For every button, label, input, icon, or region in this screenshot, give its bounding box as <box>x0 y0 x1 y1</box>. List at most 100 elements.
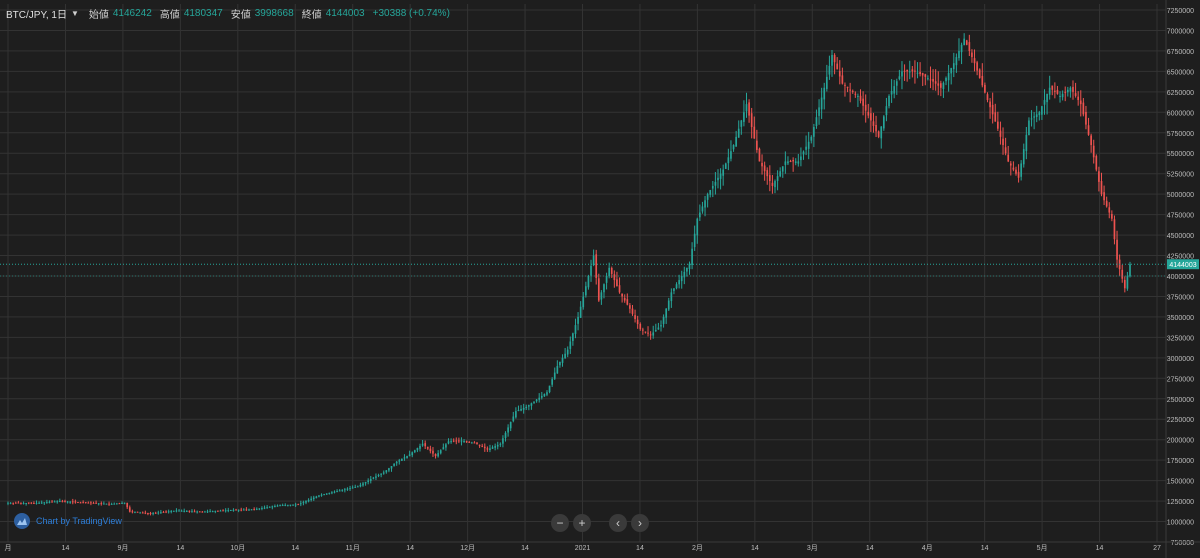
candle <box>994 103 997 122</box>
candle <box>232 508 235 512</box>
candle <box>929 66 932 89</box>
candle <box>1015 166 1017 176</box>
candle <box>240 507 243 512</box>
candle <box>846 86 849 93</box>
candle <box>144 510 147 515</box>
candle <box>375 473 377 480</box>
candle <box>722 164 725 186</box>
candle <box>97 502 100 506</box>
candle <box>515 407 517 419</box>
candle <box>123 502 126 505</box>
y-tick-label: 6250000 <box>1167 90 1194 97</box>
x-tick-label: 14 <box>176 545 184 552</box>
candle <box>287 504 289 507</box>
candle <box>328 492 331 495</box>
candle <box>217 510 219 512</box>
candle <box>398 458 401 465</box>
candle <box>419 443 421 452</box>
y-tick-label: 750000 <box>1171 540 1194 547</box>
candle <box>965 39 968 46</box>
candle <box>211 510 214 513</box>
candle <box>307 498 310 503</box>
scroll-right-button[interactable]: › <box>631 514 649 532</box>
candle <box>787 156 789 166</box>
branding-text[interactable]: Chart by TradingView <box>36 516 122 526</box>
candle <box>235 508 237 511</box>
candle <box>170 510 173 514</box>
candle <box>1121 264 1124 283</box>
candle <box>683 266 686 285</box>
candle <box>820 87 823 119</box>
candle <box>320 493 323 497</box>
candle <box>237 509 240 513</box>
candle <box>227 507 230 513</box>
candle <box>20 502 22 505</box>
y-tick-label: 1000000 <box>1167 520 1194 527</box>
zoom-in-button[interactable]: + <box>573 514 591 532</box>
y-tick-label: 4750000 <box>1167 213 1194 220</box>
candle <box>79 501 82 504</box>
candle <box>952 52 955 78</box>
candle <box>429 445 432 454</box>
candle <box>616 271 618 287</box>
y-tick-label: 3250000 <box>1167 335 1194 342</box>
candle <box>92 501 95 504</box>
y-tick-label: 1500000 <box>1167 479 1194 486</box>
candle <box>333 490 336 494</box>
zoom-out-button[interactable]: − <box>551 514 569 532</box>
tradingview-branding[interactable]: Chart by TradingView <box>14 513 122 529</box>
candle <box>442 443 445 450</box>
candle <box>963 33 966 46</box>
candle <box>509 421 512 432</box>
candle <box>284 503 287 507</box>
candle <box>447 438 450 445</box>
open-value: 4146242 <box>112 7 152 19</box>
candle <box>825 64 828 92</box>
candle <box>331 491 333 495</box>
candle <box>699 204 701 221</box>
candle <box>408 450 411 457</box>
chevron-down-icon[interactable]: ▼ <box>70 8 79 18</box>
candle <box>978 68 981 79</box>
candle <box>245 507 248 511</box>
candle <box>470 441 473 444</box>
x-tick-label: 11月 <box>346 544 360 552</box>
candle <box>131 509 134 514</box>
candle <box>605 272 608 290</box>
candle <box>499 442 502 447</box>
candle <box>426 446 429 450</box>
candle <box>12 502 15 506</box>
candle <box>1113 215 1116 245</box>
candle <box>724 162 727 169</box>
candle <box>535 398 538 403</box>
scroll-left-button[interactable]: ‹ <box>609 514 627 532</box>
candle <box>797 153 800 167</box>
candle <box>732 144 735 152</box>
candle <box>673 288 675 295</box>
candle <box>1038 110 1041 121</box>
candle <box>520 405 522 412</box>
y-tick-label: 2000000 <box>1167 438 1194 445</box>
candle <box>631 305 634 316</box>
candle <box>774 179 776 194</box>
candle <box>743 100 745 127</box>
candle <box>675 282 678 290</box>
candle <box>932 69 934 91</box>
x-tick-label: 4月 <box>922 544 933 552</box>
candle <box>502 435 504 448</box>
candle <box>748 99 750 123</box>
candle <box>297 503 300 506</box>
candle <box>289 504 292 507</box>
candle <box>934 69 937 91</box>
symbol-label[interactable]: BTC/JPY, 1日 <box>6 9 67 21</box>
candle <box>351 485 354 489</box>
candle <box>810 135 813 144</box>
close-label: 終値 <box>301 9 322 21</box>
candle <box>634 309 636 323</box>
x-tick-label: 月 <box>5 544 12 552</box>
candle <box>1077 91 1080 106</box>
x-tick-label: 12月 <box>460 544 475 552</box>
